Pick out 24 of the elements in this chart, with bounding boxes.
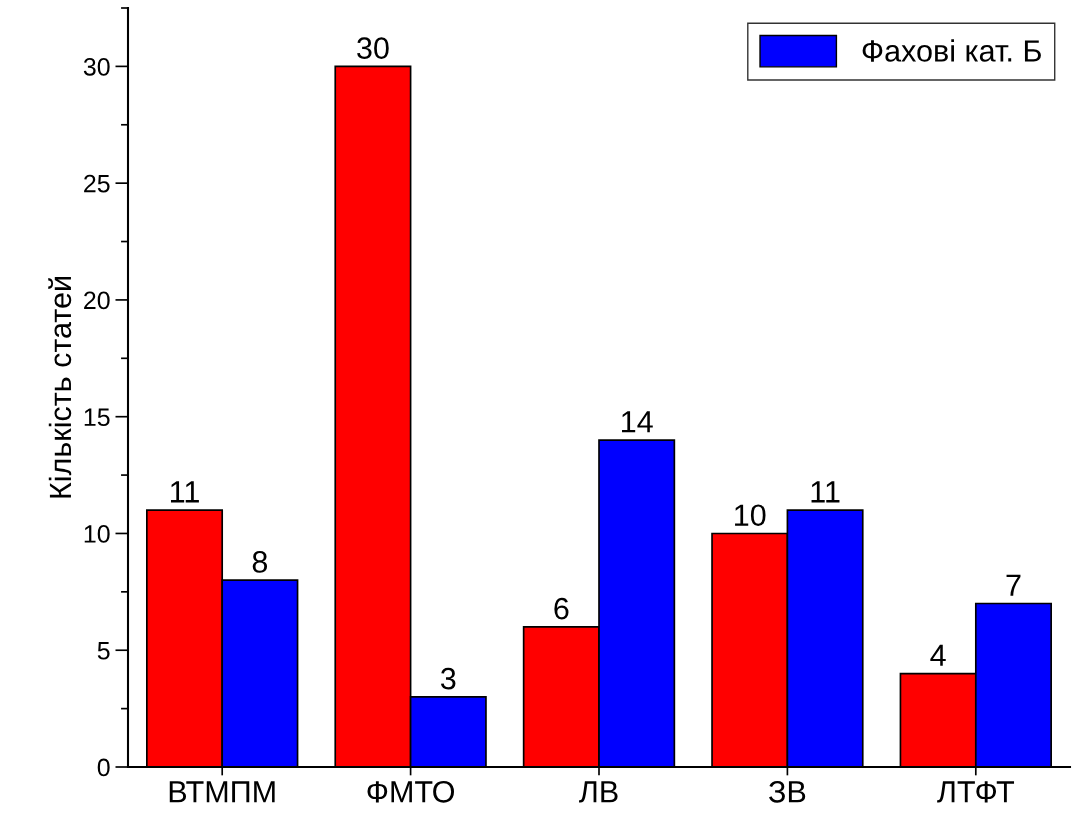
y-tick-label: 10 [84,525,110,543]
y-tick-label: 0 [97,758,110,777]
data-label: 7 [1006,574,1021,596]
data-label: 30 [357,37,389,59]
data-label: 11 [811,481,840,503]
y-tick-label: 30 [83,57,110,76]
data-label: 11 [170,481,199,503]
data-label: 3 [440,667,456,690]
y-tick-label: 15 [84,408,110,426]
y-tick-label: 5 [97,642,110,660]
data-label: 10 [735,504,766,527]
x-tick-label: ФМТО [367,781,455,803]
data-label: 4 [930,644,946,666]
x-tick-label: ЛВ [579,781,618,803]
y-tick-label: 25 [84,174,110,193]
x-tick-label: ЛТФТ [937,781,1015,803]
data-label: 14 [622,411,653,433]
x-tick-label: ЗВ [768,781,806,803]
x-tick-label: ВТМПМ [169,781,275,803]
y-axis-title: Кількість статей [48,277,72,498]
data-label: 8 [252,551,268,573]
y-tick-label: 20 [84,291,110,310]
data-label: 6 [554,597,569,620]
legend-label: Фахові кат. Б [862,39,1041,62]
